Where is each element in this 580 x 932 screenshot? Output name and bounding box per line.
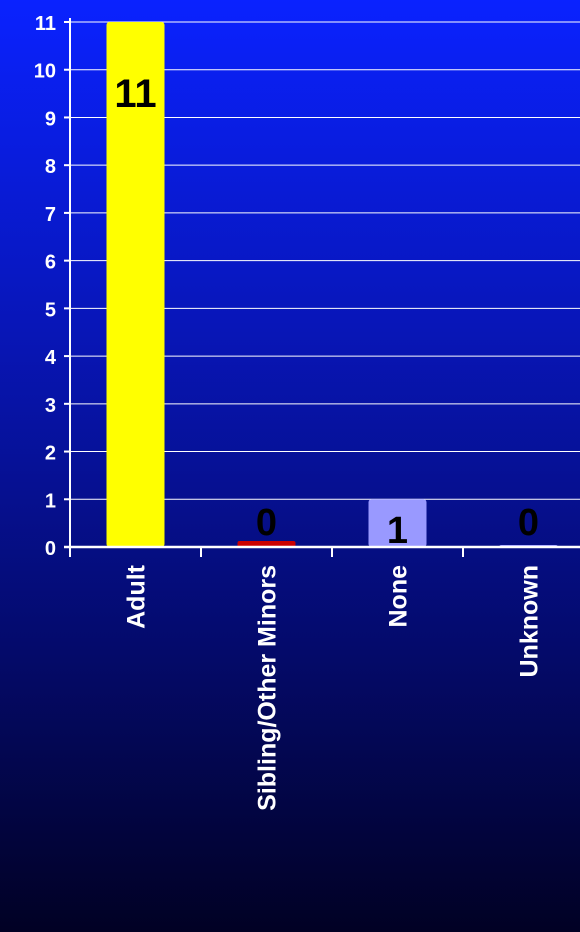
x-category-label: Unknown: [516, 565, 544, 678]
bar-none: [368, 499, 427, 547]
y-tick-label: 5: [45, 299, 56, 321]
axes: [64, 18, 580, 557]
y-tick-label: 9: [45, 108, 56, 130]
y-tick-label: 2: [45, 443, 56, 465]
data-label: 1: [387, 510, 408, 552]
y-tick-label: 6: [45, 252, 56, 274]
x-category-label: Adult: [123, 564, 151, 629]
y-tick-label: 7: [45, 204, 56, 226]
x-category-label: None: [385, 565, 413, 628]
y-tick-label: 8: [45, 156, 56, 178]
y-tick-label: 4: [45, 347, 57, 369]
data-label: 0: [518, 502, 539, 544]
bars: [106, 22, 558, 547]
y-tick-label: 10: [34, 61, 56, 83]
x-category-label: Sibling/Other Minors: [254, 565, 282, 811]
y-tick-label: 11: [35, 13, 56, 35]
bar-sibling-other-minors: [237, 541, 296, 547]
y-tick-label: 3: [45, 395, 56, 417]
y-tick-label: 1: [45, 490, 56, 512]
data-label: 11: [114, 72, 156, 116]
data-label: 0: [256, 502, 277, 544]
y-tick-label: 0: [45, 538, 56, 560]
bar-adult: [106, 22, 165, 547]
